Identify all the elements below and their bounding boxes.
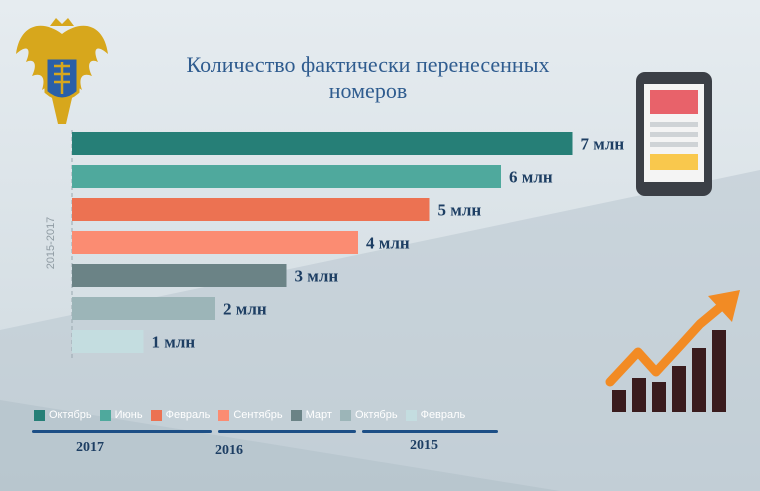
bar-value-label-2: 6 млн <box>509 168 553 187</box>
legend-item-3: Февраль <box>150 409 211 421</box>
legend-swatch-2 <box>99 409 111 421</box>
bar-7 <box>72 330 144 353</box>
legend-label-1: Октябрь <box>49 409 92 421</box>
bar-6 <box>72 297 215 320</box>
legend-label-3: Февраль <box>165 409 211 421</box>
bar-4 <box>72 231 358 254</box>
legend-swatch-3 <box>150 409 162 421</box>
legend-label-4: Сентябрь <box>233 409 283 421</box>
legend-item-1: Октябрь <box>34 409 92 421</box>
legend-label-6: Октябрь <box>354 409 398 421</box>
legend-item-7: Февраль <box>405 409 466 421</box>
legend-label-5: Март <box>305 409 332 421</box>
legend-item-6: Октябрь <box>339 409 398 421</box>
legend-swatch-7 <box>405 409 417 421</box>
year-label-2017: 2017 <box>76 440 104 455</box>
legend-swatch-4 <box>218 409 230 421</box>
bar-value-label-7: 1 млн <box>152 333 196 352</box>
legend-label-7: Февраль <box>420 409 466 421</box>
legend-swatch-6 <box>339 409 351 421</box>
year-line-2016 <box>218 430 356 433</box>
legend-item-2: Июнь <box>99 409 143 421</box>
legend-label-2: Июнь <box>114 409 143 421</box>
bar-1 <box>72 132 573 155</box>
bar-value-label-1: 7 млн <box>581 135 625 154</box>
bar-value-label-4: 4 млн <box>366 234 410 253</box>
bar-3 <box>72 198 430 221</box>
year-label-2015: 2015 <box>410 438 438 453</box>
smartphone-icon <box>636 72 712 196</box>
legend-swatch-5 <box>290 409 302 421</box>
year-line-2015 <box>362 430 498 433</box>
legend-swatch-1 <box>34 409 45 421</box>
chart-title: Количество фактически перенесенных номер… <box>118 52 618 104</box>
chart-title-line2: номеров <box>328 78 408 103</box>
legend: Октябрь Июнь Февраль Сентябрь Март Октябрь Фев… <box>34 409 465 421</box>
bar-value-label-6: 2 млн <box>223 300 267 319</box>
year-label-2016: 2016 <box>215 443 243 458</box>
legend-item-4: Сентябрь <box>218 409 283 421</box>
bars-group: 7 млн 6 млн 5 млн 4 млн 3 млн 2 млн 1 млн <box>72 132 624 353</box>
bar-5 <box>72 264 287 287</box>
legend-item-5: Март <box>290 409 332 421</box>
bar-value-label-5: 3 млн <box>295 267 339 286</box>
growth-chart-icon <box>605 290 740 412</box>
bar-value-label-3: 5 млн <box>438 201 482 220</box>
chart-title-line1: Количество фактически перенесенных <box>186 52 550 77</box>
coat-of-arms-icon <box>16 18 108 124</box>
year-line-2017 <box>32 430 212 433</box>
bar-2 <box>72 165 501 188</box>
